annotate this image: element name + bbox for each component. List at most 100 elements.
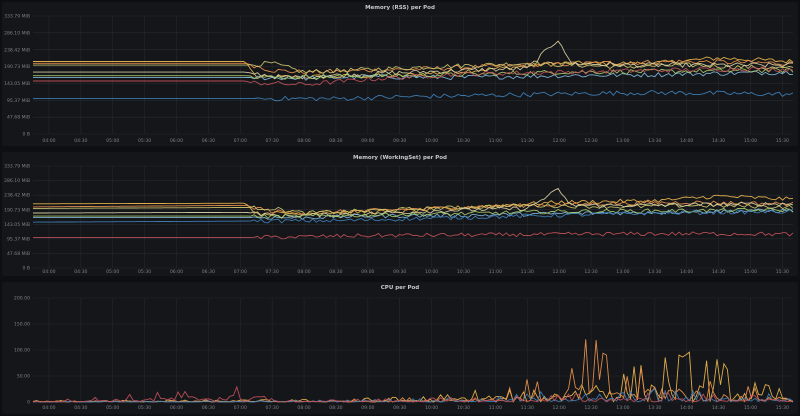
x-tick-label: 12:00 (553, 405, 566, 411)
chart-title: Memory (RSS) per Pod (365, 5, 435, 11)
x-tick-label: 14:30 (712, 269, 725, 275)
x-tick-label: 05:00 (106, 405, 119, 411)
x-tick-label: 11:00 (489, 269, 502, 275)
y-tick-label: 47.68 MiB (7, 115, 30, 121)
x-tick-label: 04:00 (42, 138, 55, 144)
x-tick-label: 11:30 (521, 138, 534, 144)
x-tick-label: 09:00 (361, 269, 374, 275)
x-tick-label: 12:30 (584, 138, 597, 144)
x-tick-label: 05:00 (106, 138, 119, 144)
x-tick-label: 07:00 (234, 269, 247, 275)
x-tick-label: 14:30 (712, 405, 725, 411)
x-tick-label: 13:00 (616, 138, 629, 144)
x-tick-label: 14:30 (712, 138, 725, 144)
x-tick-label: 11:00 (489, 138, 502, 144)
x-tick-label: 06:00 (170, 269, 183, 275)
x-tick-label: 08:00 (297, 269, 310, 275)
x-tick-label: 05:00 (106, 269, 119, 275)
x-tick-label: 15:00 (744, 138, 757, 144)
y-tick-label: 50.00 (17, 374, 30, 380)
x-tick-label: 07:30 (266, 269, 279, 275)
y-tick-label: 200.00 (14, 296, 30, 302)
x-tick-label: 15:30 (776, 269, 789, 275)
x-tick-label: 12:30 (584, 269, 597, 275)
x-tick-label: 13:30 (648, 405, 661, 411)
x-tick-label: 11:00 (489, 405, 502, 411)
x-tick-label: 08:30 (329, 405, 342, 411)
x-tick-label: 08:00 (297, 405, 310, 411)
chart-panel-3: CPU per Pod 0 50.00 100.00 150.00 200.00 04:00… (2, 282, 798, 414)
series-line-6 (33, 207, 794, 220)
x-tick-label: 11:30 (521, 405, 534, 411)
x-tick-label: 14:00 (680, 405, 693, 411)
x-tick-label: 08:30 (329, 138, 342, 144)
x-tick-label: 07:00 (234, 405, 247, 411)
y-tick-label: 190.73 MiB (4, 64, 30, 70)
y-tick-label: 95.37 MiB (7, 236, 30, 242)
x-tick-label: 13:30 (648, 269, 661, 275)
x-tick-label: 09:30 (393, 405, 406, 411)
x-tick-label: 04:00 (42, 269, 55, 275)
x-tick-label: 04:30 (74, 405, 87, 411)
x-tick-label: 07:30 (266, 138, 279, 144)
x-tick-label: 11:30 (521, 269, 534, 275)
y-tick-label: 333.79 MiB (4, 14, 30, 20)
x-tick-label: 09:00 (361, 405, 374, 411)
x-tick-label: 15:00 (744, 269, 757, 275)
chart-panel-1: Memory (RSS) per Pod 0 B 47.68 MiB 95.37 Mi… (2, 2, 798, 146)
x-tick-label: 09:00 (361, 138, 374, 144)
x-tick-label: 14:00 (680, 138, 693, 144)
series-line-5 (33, 70, 794, 81)
x-tick-label: 04:30 (74, 269, 87, 275)
x-tick-label: 05:30 (138, 138, 151, 144)
series-line-8 (33, 66, 794, 86)
x-tick-label: 09:30 (393, 138, 406, 144)
y-tick-label: 100.00 (14, 348, 30, 354)
x-tick-label: 08:30 (329, 269, 342, 275)
y-tick-label: 333.79 MiB (4, 164, 30, 170)
x-tick-label: 14:00 (680, 269, 693, 275)
chart-title: CPU per Pod (381, 285, 420, 291)
y-tick-label: 0 B (22, 266, 30, 272)
x-tick-label: 10:00 (425, 269, 438, 275)
series-line-7 (32, 209, 794, 224)
x-tick-label: 05:30 (138, 269, 151, 275)
x-tick-label: 10:30 (457, 138, 470, 144)
series-line-3 (33, 61, 794, 75)
series-line-4 (33, 187, 794, 219)
x-tick-label: 05:30 (138, 405, 151, 411)
x-tick-label: 12:00 (553, 269, 566, 275)
series-line-2 (33, 59, 794, 75)
x-tick-label: 04:30 (74, 138, 87, 144)
y-tick-label: 143.05 MiB (4, 222, 30, 228)
x-tick-label: 06:00 (170, 405, 183, 411)
y-tick-label: 95.37 MiB (7, 98, 30, 104)
y-tick-label: 150.00 (14, 322, 30, 328)
x-tick-label: 10:00 (425, 138, 438, 144)
x-tick-label: 12:30 (584, 405, 597, 411)
x-tick-label: 10:30 (457, 269, 470, 275)
y-tick-label: 286.10 MiB (4, 30, 30, 36)
y-tick-label: 190.73 MiB (4, 207, 30, 213)
y-tick-label: 238.42 MiB (4, 47, 30, 53)
x-tick-label: 15:30 (776, 138, 789, 144)
y-tick-label: 0 (27, 400, 30, 406)
x-tick-label: 13:30 (648, 138, 661, 144)
x-tick-label: 04:00 (42, 405, 55, 411)
x-tick-label: 06:30 (202, 269, 215, 275)
x-tick-label: 15:00 (744, 405, 757, 411)
chart-title: Memory (WorkingSet) per Pod (353, 155, 447, 161)
series-line-8 (33, 231, 794, 240)
series-line-4 (32, 385, 794, 403)
x-tick-label: 09:30 (393, 269, 406, 275)
x-tick-label: 07:30 (266, 405, 279, 411)
chart-panel-2: Memory (WorkingSet) per Pod 0 B 47.68 MiB 9… (2, 152, 798, 276)
x-tick-label: 06:30 (202, 405, 215, 411)
series-line-4 (33, 40, 793, 80)
x-tick-label: 10:30 (457, 405, 470, 411)
series-line-7 (33, 90, 794, 102)
x-tick-label: 13:00 (616, 405, 629, 411)
series-line-2 (33, 200, 794, 216)
y-tick-label: 286.10 MiB (4, 178, 30, 184)
